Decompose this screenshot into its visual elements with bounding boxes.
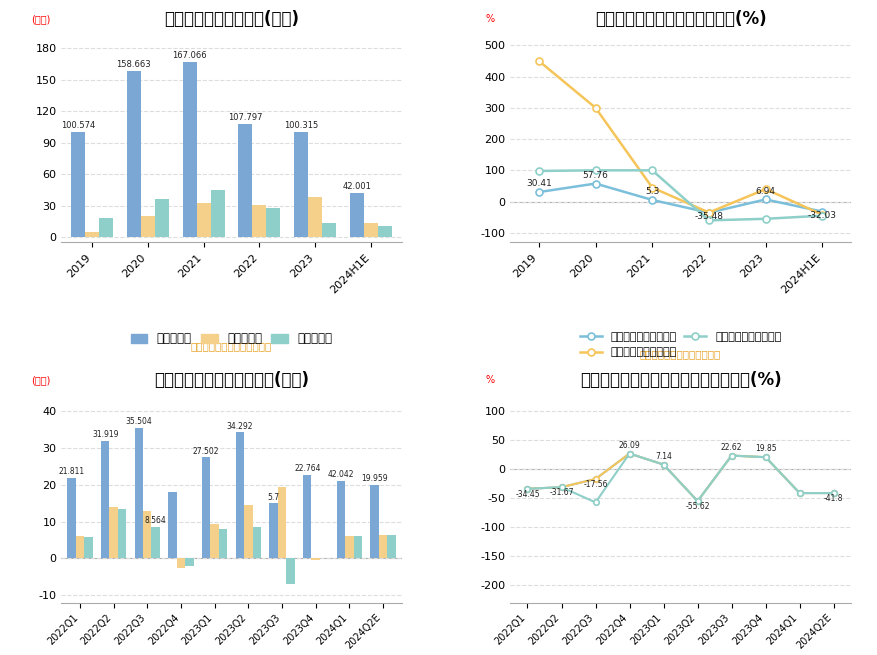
Y-axis label: (亿元): (亿元) xyxy=(32,14,51,24)
Bar xyxy=(269,503,278,559)
Bar xyxy=(99,218,113,237)
Text: 31.919: 31.919 xyxy=(92,430,118,440)
Bar xyxy=(196,203,210,237)
Title: 历年总营收、净利情况(亿元): 历年总营收、净利情况(亿元) xyxy=(164,10,299,28)
Text: -17.56: -17.56 xyxy=(583,480,608,489)
Bar xyxy=(101,441,110,559)
Bar xyxy=(244,505,253,559)
Bar xyxy=(350,193,364,237)
Y-axis label: %: % xyxy=(486,375,495,384)
Bar xyxy=(118,509,126,559)
Bar xyxy=(202,457,210,559)
Bar xyxy=(308,196,322,237)
Text: 19.85: 19.85 xyxy=(755,444,776,453)
Bar xyxy=(353,536,362,559)
Bar xyxy=(210,523,219,559)
Bar xyxy=(168,493,177,559)
Bar xyxy=(135,428,143,559)
Text: -55.62: -55.62 xyxy=(685,502,709,512)
Text: -41.8: -41.8 xyxy=(824,495,844,503)
Bar xyxy=(219,529,227,559)
Bar xyxy=(141,216,155,237)
Legend: 营业总收入, 归母净利润, 扣非净利润: 营业总收入, 归母净利润, 扣非净利润 xyxy=(126,328,337,350)
Bar xyxy=(278,487,286,559)
Bar xyxy=(253,204,267,237)
Bar xyxy=(84,537,93,559)
Bar xyxy=(379,534,388,559)
Text: 100.574: 100.574 xyxy=(61,121,96,130)
Text: -35.48: -35.48 xyxy=(695,212,724,221)
Bar xyxy=(155,198,168,237)
Text: 35.504: 35.504 xyxy=(125,417,153,426)
Text: 158.663: 158.663 xyxy=(117,60,151,69)
Bar xyxy=(143,511,152,559)
Bar xyxy=(236,432,244,559)
Text: 26.09: 26.09 xyxy=(618,441,640,450)
Text: 6.94: 6.94 xyxy=(756,187,775,196)
Bar xyxy=(210,191,225,237)
Text: 8.564: 8.564 xyxy=(145,516,167,525)
Title: 总营收、净利同比增长率季度变动情况(%): 总营收、净利同比增长率季度变动情况(%) xyxy=(580,371,781,389)
Bar xyxy=(303,475,311,559)
Bar xyxy=(267,208,281,237)
Text: 21.811: 21.811 xyxy=(59,468,84,476)
Bar xyxy=(152,527,160,559)
Bar xyxy=(253,527,261,559)
Title: 总营收、净利季度变动情况(亿元): 总营收、净利季度变动情况(亿元) xyxy=(154,371,309,389)
Text: 22.764: 22.764 xyxy=(294,464,320,473)
Bar xyxy=(378,226,392,237)
Text: -32.03: -32.03 xyxy=(808,211,837,220)
Text: 7.14: 7.14 xyxy=(655,452,672,460)
Bar xyxy=(239,124,253,237)
Text: 107.797: 107.797 xyxy=(228,113,263,122)
Text: 57.76: 57.76 xyxy=(582,171,609,180)
Bar xyxy=(364,223,378,237)
Y-axis label: %: % xyxy=(486,14,495,24)
Bar xyxy=(71,132,85,237)
Bar xyxy=(346,536,353,559)
Text: 34.292: 34.292 xyxy=(226,422,253,430)
Text: 制图数据来自恒生聚源数据库: 制图数据来自恒生聚源数据库 xyxy=(191,341,272,351)
Bar xyxy=(127,71,141,237)
Text: 27.502: 27.502 xyxy=(193,447,219,456)
Text: 100.315: 100.315 xyxy=(284,121,318,130)
Bar xyxy=(85,233,99,237)
Bar xyxy=(75,536,84,559)
Text: -31.67: -31.67 xyxy=(549,489,574,497)
Text: 42.001: 42.001 xyxy=(343,182,372,191)
Y-axis label: (亿元): (亿元) xyxy=(32,375,51,384)
Bar xyxy=(110,507,118,559)
Bar xyxy=(370,485,379,559)
Legend: 营业总收入同比增长率, 归母净利润同比增长率, 扣非净利润同比增长率: 营业总收入同比增长率, 归母净利润同比增长率, 扣非净利润同比增长率 xyxy=(575,328,786,362)
Text: 制图数据来自恒生聚源数据库: 制图数据来自恒生聚源数据库 xyxy=(640,350,721,360)
Text: 30.41: 30.41 xyxy=(526,179,552,189)
Bar xyxy=(295,132,308,237)
Text: 42.042: 42.042 xyxy=(328,470,354,479)
Text: 22.62: 22.62 xyxy=(721,443,742,452)
Text: 5.3: 5.3 xyxy=(645,187,660,196)
Bar xyxy=(322,223,336,237)
Text: 167.066: 167.066 xyxy=(173,51,207,60)
Bar xyxy=(185,559,194,566)
Text: -34.45: -34.45 xyxy=(515,490,540,499)
Bar xyxy=(177,559,185,568)
Bar xyxy=(182,62,196,237)
Title: 历年总营收、净利同比增长情况(%): 历年总营收、净利同比增长情况(%) xyxy=(595,10,766,28)
Bar xyxy=(68,478,75,559)
Text: 5.7: 5.7 xyxy=(267,493,280,502)
Bar xyxy=(337,481,346,559)
Text: 19.959: 19.959 xyxy=(361,474,388,483)
Bar xyxy=(286,559,295,584)
Bar xyxy=(388,534,396,559)
